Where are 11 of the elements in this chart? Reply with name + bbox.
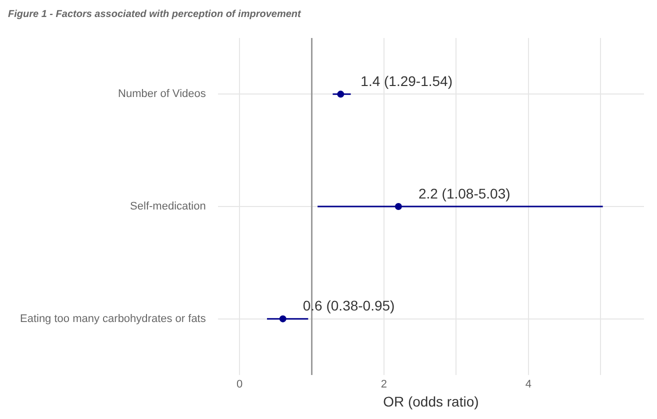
y-tick-label: Number of Videos [118,88,206,100]
x-axis-title: OR (odds ratio) [383,393,479,410]
data-label: 0.6 (0.38-0.95) [302,298,395,314]
x-tick-label: 2 [380,378,388,391]
data-label: 1.4 (1.29-1.54) [360,73,452,90]
y-tick-label: Eating too many carbohydrates or fats [20,312,206,325]
x-tick-label: 4 [525,378,532,391]
x-tick-label: 0 [236,378,243,391]
chart-title: Figure 1 - Factors associated with perception of improvement [8,8,302,20]
y-tick-label: Self-medication [130,200,206,213]
data-label: 2.2 (1.08-5.03) [418,185,510,202]
